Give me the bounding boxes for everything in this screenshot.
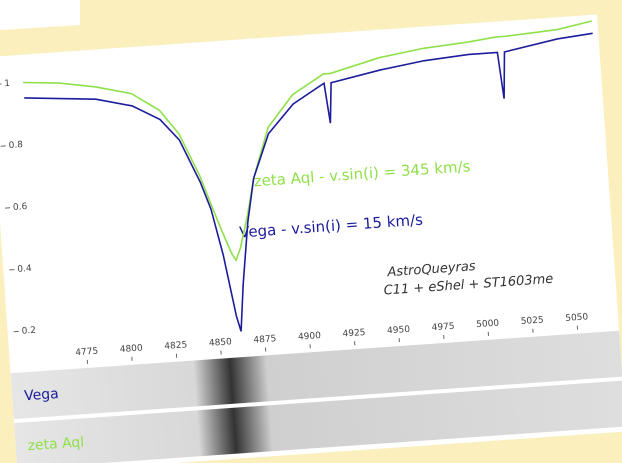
x-tick-label: 4900 <box>298 331 322 343</box>
x-tick-label: 4850 <box>209 337 233 349</box>
x-tick-label: 5025 <box>520 315 544 327</box>
x-tick-label: 4825 <box>164 340 188 352</box>
x-tick-label: 4925 <box>342 328 366 340</box>
x-tick-label: 4800 <box>120 343 144 355</box>
x-tick-label: 4775 <box>75 347 99 359</box>
x-tick-label: 4875 <box>253 334 277 346</box>
chart: Vega zeta Aql zeta Aql - v.sin(i) = 345 … <box>0 0 622 463</box>
x-tick-label: 5050 <box>565 312 589 324</box>
x-tick-label: 4975 <box>431 322 455 334</box>
strip-label: Vega <box>24 386 60 404</box>
y-tick-label: 0.2 <box>21 326 36 337</box>
x-tick-label: 5000 <box>476 319 500 331</box>
y-tick-label: 0.8 <box>8 140 23 151</box>
y-tick-label: 1 <box>4 79 10 89</box>
chart-card: Vega zeta Aql zeta Aql - v.sin(i) = 345 … <box>0 15 622 463</box>
y-tick-label: 0.4 <box>17 264 32 275</box>
x-tick-label: 4950 <box>387 325 411 337</box>
y-tick-label: 0.6 <box>13 202 28 213</box>
page: {"chart_data": {"type": "line", "x": [47… <box>0 0 622 463</box>
